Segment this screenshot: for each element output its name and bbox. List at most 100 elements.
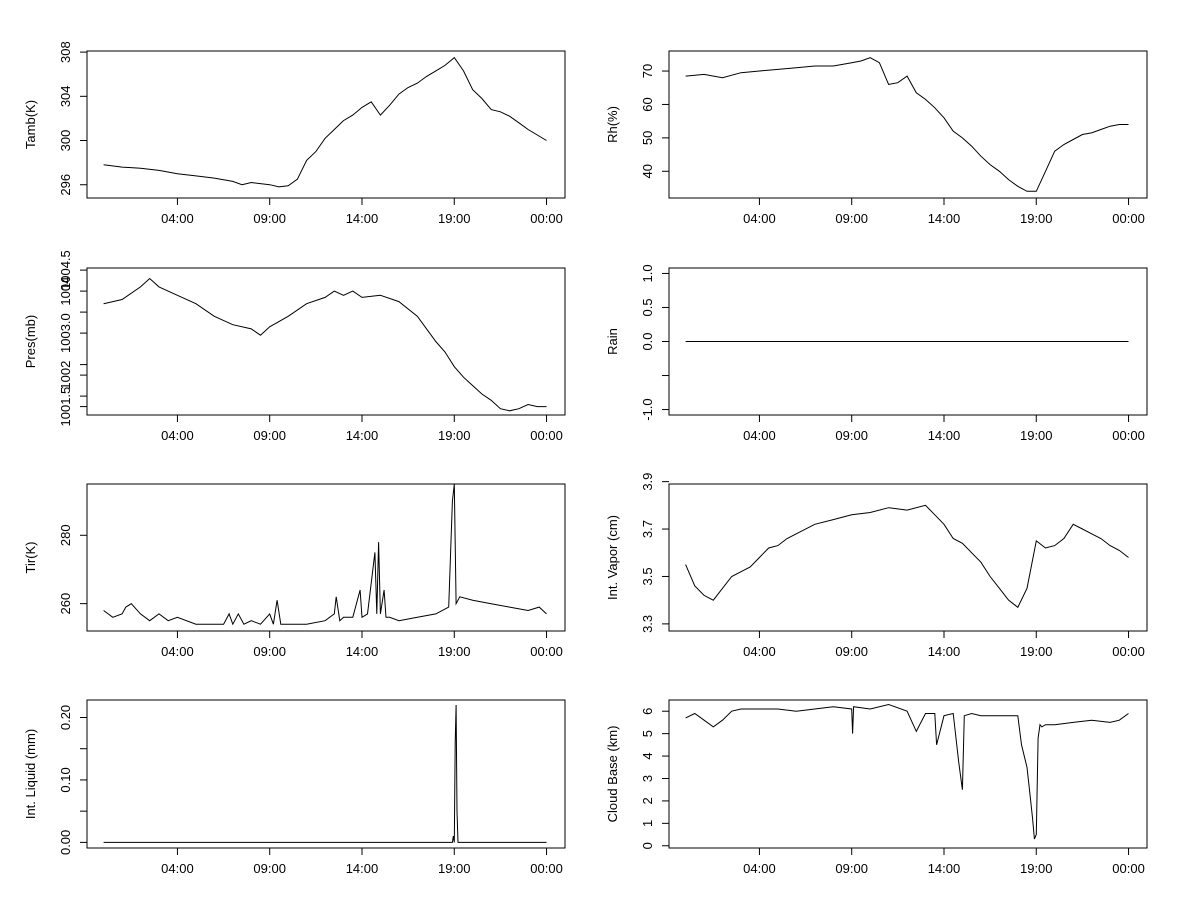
x-tick-label: 00:00 — [1112, 211, 1145, 226]
panel-int-vapor: 04:00 09:00 14:00 19:00 00:00 3.3 3.5 3.7 3.9 Int… — [605, 473, 1148, 659]
x-tick-label: 09:00 — [253, 428, 286, 443]
y-tick-label: 0.20 — [58, 705, 73, 730]
x-tick-label: 04:00 — [161, 211, 194, 226]
series-line — [103, 483, 547, 626]
x-tick-label: 00:00 — [1112, 861, 1145, 876]
x-tick-label: 09:00 — [253, 211, 286, 226]
y-tick-label: 1001.5 — [58, 387, 73, 427]
panel-rh: 04:00 09:00 14:00 19:00 00:00 40 50 60 70 Rh(%) — [605, 50, 1148, 226]
x-tick-label: 00:00 — [530, 211, 563, 226]
plot-frame — [86, 483, 566, 632]
x-tick-label: 04:00 — [161, 428, 194, 443]
plot-frame — [86, 267, 566, 416]
x-tick-label: 19:00 — [1020, 644, 1053, 659]
y-tick-label: 1002 — [58, 361, 73, 390]
x-tick-label: 04:00 — [743, 211, 776, 226]
y-tick-label: 6 — [640, 708, 655, 715]
y-tick-label: 0.00 — [58, 830, 73, 855]
y-tick-label: 260 — [58, 593, 73, 615]
y-tick-label: 0.0 — [640, 332, 655, 350]
x-tick-label: 14:00 — [928, 211, 961, 226]
y-axis-title: Tamb(K) — [23, 100, 38, 149]
y-tick-label: 1003.0 — [58, 313, 73, 353]
x-tick-label: 09:00 — [835, 428, 868, 443]
series-line — [103, 704, 547, 843]
y-axis-title: Int. Vapor (cm) — [605, 515, 620, 600]
x-tick-label: 00:00 — [1112, 644, 1145, 659]
x-tick-label: 09:00 — [835, 861, 868, 876]
y-tick-label: 40 — [640, 164, 655, 178]
x-tick-label: 14:00 — [928, 644, 961, 659]
panel-tir: 04:00 09:00 14:00 19:00 00:00 260 280 Tir(K) — [23, 483, 566, 659]
x-tick-label: 19:00 — [438, 644, 471, 659]
x-tick-label: 04:00 — [161, 861, 194, 876]
x-tick-label: 09:00 — [835, 644, 868, 659]
y-tick-label: 1 — [640, 820, 655, 827]
y-tick-label: 3.7 — [640, 520, 655, 538]
y-tick-label: 1004 — [58, 277, 73, 306]
x-tick-label: 14:00 — [346, 644, 379, 659]
panel-cloud-base: 04:00 09:00 14:00 19:00 00:00 0 1 2 3 4 5 6 Cloud Ba… — [605, 699, 1148, 876]
y-tick-label: 3.9 — [640, 473, 655, 491]
x-tick-label: 19:00 — [438, 861, 471, 876]
x-tick-label: 04:00 — [743, 644, 776, 659]
y-tick-label: 280 — [58, 524, 73, 546]
x-tick-label: 19:00 — [438, 211, 471, 226]
x-tick-label: 14:00 — [346, 861, 379, 876]
plot-frame — [668, 50, 1148, 199]
y-tick-label: 1.0 — [640, 264, 655, 282]
x-tick-label: 09:00 — [835, 211, 868, 226]
y-tick-label: 50 — [640, 131, 655, 145]
y-tick-label: 3 — [640, 775, 655, 782]
y-tick-label: 1004.5 — [58, 250, 73, 290]
y-axis-title: Pres(mb) — [23, 315, 38, 368]
y-tick-label: 0 — [640, 842, 655, 849]
y-axis-title: Cloud Base (km) — [605, 726, 620, 823]
y-tick-label: 304 — [58, 85, 73, 107]
x-tick-label: 14:00 — [928, 428, 961, 443]
y-axis-title: Int. Liquid (mm) — [23, 729, 38, 819]
x-tick-label: 04:00 — [743, 861, 776, 876]
panel-int-liquid: 04:00 09:00 14:00 19:00 00:00 0.00 0.10 0.20 Int… — [23, 699, 566, 876]
x-tick-label: 00:00 — [530, 861, 563, 876]
x-tick-label: 00:00 — [530, 644, 563, 659]
y-tick-label: 4 — [640, 752, 655, 759]
y-tick-label: 0.10 — [58, 767, 73, 792]
y-tick-label: 2 — [640, 797, 655, 804]
y-axis-title: Rain — [605, 328, 620, 355]
y-tick-label: 300 — [58, 130, 73, 152]
series-line — [103, 277, 547, 412]
x-tick-label: 19:00 — [1020, 861, 1053, 876]
x-tick-label: 04:00 — [161, 644, 194, 659]
x-tick-label: 14:00 — [346, 428, 379, 443]
x-tick-label: 19:00 — [1020, 211, 1053, 226]
series-line — [685, 703, 1129, 840]
x-tick-label: 19:00 — [1020, 428, 1053, 443]
y-tick-label: 3.5 — [640, 567, 655, 585]
plot-frame — [668, 699, 1148, 849]
y-tick-label: 0.5 — [640, 298, 655, 316]
panel-rain: 04:00 09:00 14:00 19:00 00:00 -1.0 0.0 0.5 1.0 Ra… — [605, 264, 1148, 443]
y-tick-label: 296 — [58, 174, 73, 196]
y-tick-label: 5 — [640, 730, 655, 737]
x-tick-label: 00:00 — [530, 428, 563, 443]
y-tick-label: 3.3 — [640, 615, 655, 633]
x-tick-label: 19:00 — [438, 428, 471, 443]
y-tick-label: 70 — [640, 64, 655, 78]
y-axis-title: Tir(K) — [23, 541, 38, 573]
panel-tamb: 04:00 09:00 14:00 19:00 00:00 296 300 304 308 Tam… — [23, 41, 566, 226]
y-axis-title: Rh(%) — [605, 106, 620, 143]
plot-frame — [86, 50, 566, 199]
series-line — [685, 57, 1129, 192]
series-line — [685, 504, 1129, 609]
x-tick-label: 04:00 — [743, 428, 776, 443]
plot-frame — [86, 699, 566, 849]
y-tick-label: 308 — [58, 41, 73, 63]
y-tick-label: 60 — [640, 97, 655, 111]
series-line — [103, 56, 547, 188]
plot-frame — [668, 483, 1148, 632]
x-tick-label: 14:00 — [346, 211, 379, 226]
